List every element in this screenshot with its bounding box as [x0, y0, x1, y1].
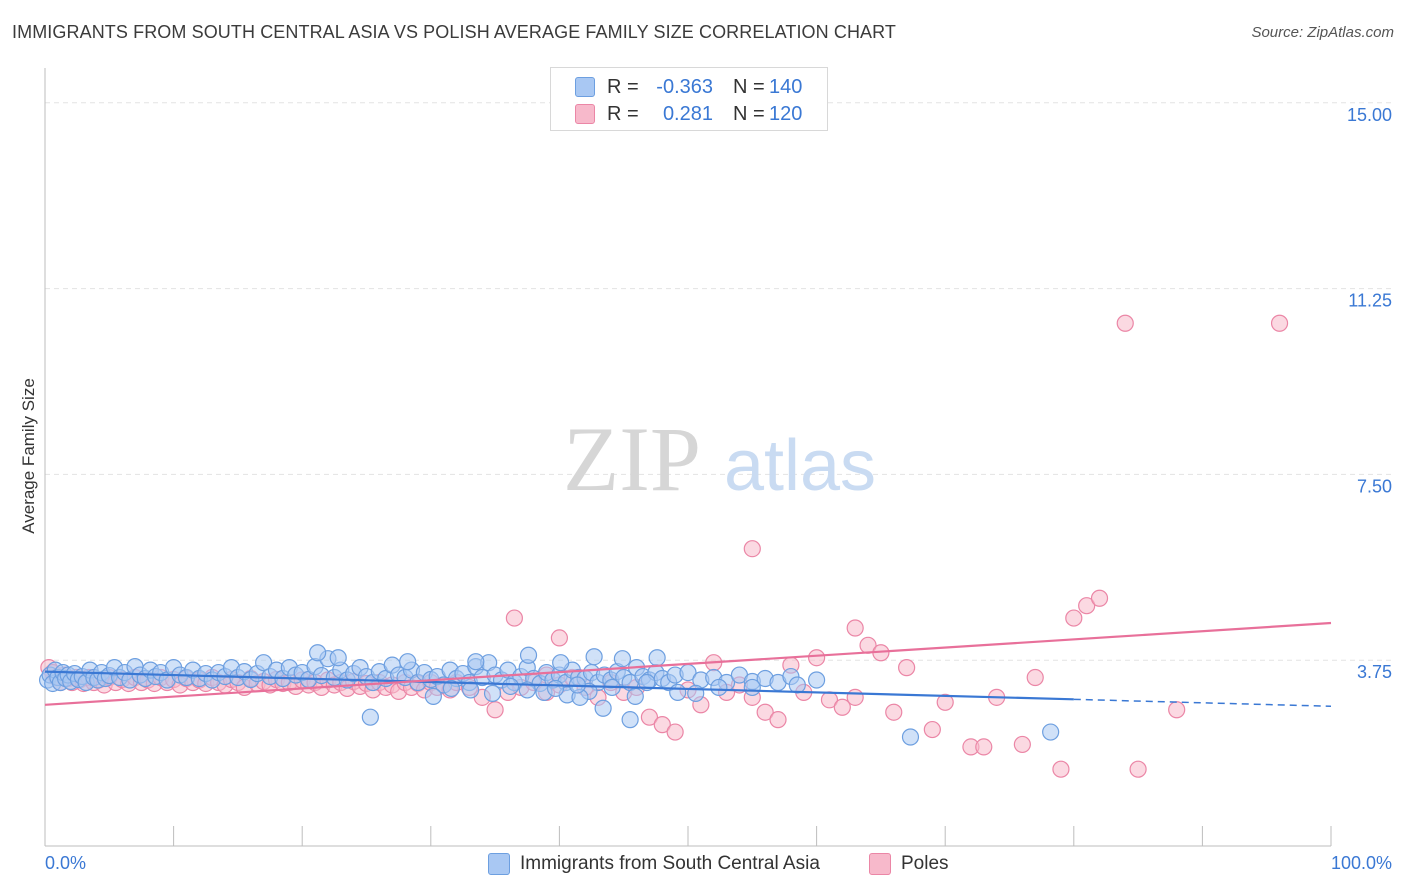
south-central-asia-point	[788, 676, 806, 694]
trend-line-blue-extension	[1073, 698, 1332, 708]
south-central-asia-point	[399, 653, 417, 671]
y-tick-label: 7.50	[1357, 476, 1392, 496]
poles-point	[1078, 597, 1096, 615]
legend-r-value: -0.363	[656, 75, 713, 98]
poles-points	[40, 314, 1289, 778]
source-label: Source: ZipAtlas.com	[1251, 24, 1394, 41]
poles-point	[1052, 760, 1070, 778]
south-central-asia-point	[361, 708, 379, 726]
poles-point	[1270, 314, 1289, 332]
y-tick-label: 11.25	[1348, 291, 1392, 311]
poles-point	[885, 703, 903, 721]
south-central-asia-point	[309, 644, 327, 662]
poles-point	[975, 738, 993, 756]
south-central-asia-point	[255, 654, 273, 672]
legend-n-value: 140	[769, 75, 803, 98]
poles-point	[756, 703, 774, 721]
legend-n-label: N =	[733, 102, 765, 125]
poles-point	[807, 649, 826, 667]
tick-labels: 3.75 7.50 11.25 15.00 0.0% 100.0%	[45, 105, 1392, 873]
south-central-asia-point	[424, 687, 442, 705]
south-central-asia-point	[594, 699, 612, 717]
poles-point	[550, 629, 569, 647]
poles-point	[505, 609, 523, 627]
south-central-asia-point	[621, 711, 639, 729]
south-central-asia-point	[462, 681, 480, 699]
south-central-asia-point	[626, 687, 644, 705]
poles-point	[1013, 735, 1031, 754]
poles-point	[640, 708, 659, 726]
south-central-asia-point	[613, 650, 632, 668]
poles-point	[1116, 314, 1134, 332]
poles-point	[1168, 701, 1186, 719]
south-central-asia-point	[501, 677, 520, 696]
legend-swatch-blue	[575, 77, 595, 97]
poles-point	[833, 698, 851, 716]
poles-point	[923, 720, 941, 739]
y-tick-label: 3.75	[1357, 662, 1392, 682]
legend-row-pink: R = 0.281 N = 120	[575, 102, 802, 126]
south-central-asia-point	[1042, 723, 1060, 741]
poles-point	[1026, 668, 1044, 687]
south-central-asia-point	[519, 646, 538, 664]
south-central-asia-point	[743, 678, 761, 697]
stats-legend: R = -0.363 N = 140 R = 0.281 N = 120	[550, 67, 828, 131]
poles-point	[846, 688, 864, 706]
watermark-zip: ZIP	[563, 408, 701, 510]
south-central-asia-point	[648, 649, 666, 667]
south-central-asia-point	[483, 684, 502, 702]
bottom-legend-swatch-pink	[869, 853, 891, 875]
y-tick-label: 15.00	[1347, 105, 1392, 125]
legend-n-label: N =	[733, 75, 765, 98]
south-central-asia-point	[669, 683, 687, 702]
south-central-asia-point	[687, 684, 705, 702]
x-tick-label-right: 100.0%	[1331, 853, 1392, 873]
chart-title: IMMIGRANTS FROM SOUTH CENTRAL ASIA VS PO…	[12, 22, 897, 42]
trend-line-pink	[44, 621, 1332, 706]
south-central-asia-point	[552, 654, 570, 672]
south-central-asia-point	[518, 681, 536, 699]
south-central-asia-points	[38, 644, 1060, 746]
y-axis-label: Average Family Size	[19, 378, 38, 534]
south-central-asia-point	[638, 673, 656, 692]
south-central-asia-point	[546, 679, 565, 698]
bottom-legend-series1: Immigrants from South Central Asia	[488, 852, 820, 876]
poles-point	[936, 693, 954, 711]
south-central-asia-point	[710, 678, 728, 697]
poles-point	[743, 540, 761, 558]
watermark-atlas: atlas	[724, 426, 876, 506]
poles-point	[898, 659, 916, 677]
poles-point	[1065, 609, 1083, 627]
legend-row-blue: R = -0.363 N = 140	[575, 75, 802, 99]
bottom-legend-label-blue: Immigrants from South Central Asia	[520, 853, 820, 874]
south-central-asia-point	[901, 728, 920, 746]
bottom-legend-label-pink: Poles	[901, 853, 949, 874]
south-central-asia-point	[807, 671, 826, 689]
poles-point	[666, 723, 684, 741]
legend-r-label: R =	[607, 102, 639, 125]
bottom-legend-series2: Poles	[869, 852, 949, 876]
south-central-asia-point	[467, 653, 485, 671]
legend-r-label: R =	[607, 75, 639, 98]
grid-lines	[45, 102, 1392, 661]
trend-lines	[44, 621, 1332, 708]
poles-point	[769, 711, 787, 729]
poles-point	[846, 619, 864, 637]
watermark: ZIP atlas	[563, 408, 876, 510]
poles-point	[1090, 589, 1109, 607]
legend-swatch-pink	[575, 104, 595, 124]
bottom-legend-swatch-blue	[488, 853, 510, 875]
axes	[44, 68, 1332, 847]
poles-point	[486, 701, 504, 719]
south-central-asia-point	[442, 679, 460, 698]
south-central-asia-point	[329, 649, 347, 667]
legend-r-value: 0.281	[662, 102, 713, 125]
poles-point	[1129, 760, 1147, 778]
legend-n-value: 120	[769, 102, 803, 125]
south-central-asia-point	[585, 648, 603, 666]
trend-line-blue	[44, 670, 1074, 701]
poles-point	[653, 716, 671, 734]
x-tick-label-left: 0.0%	[45, 853, 86, 873]
